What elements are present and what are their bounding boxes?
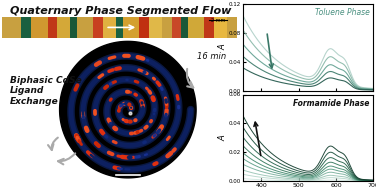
- Bar: [21, 17, 31, 38]
- Bar: [204, 17, 214, 38]
- Bar: [214, 17, 227, 38]
- Bar: [2, 17, 21, 38]
- Bar: [162, 17, 171, 38]
- Bar: [171, 17, 181, 38]
- Bar: [181, 17, 188, 38]
- FancyArrowPatch shape: [187, 69, 193, 88]
- Bar: [227, 17, 237, 38]
- Bar: [77, 17, 93, 38]
- FancyArrowPatch shape: [48, 138, 58, 150]
- Bar: [188, 17, 204, 38]
- Text: 1 cm: 1 cm: [120, 179, 136, 184]
- Bar: [116, 17, 123, 38]
- Bar: [58, 17, 70, 38]
- Text: Biphasic CdSe
Ligand
Exchange: Biphasic CdSe Ligand Exchange: [10, 76, 81, 106]
- Text: Quaternary Phase Segmented Flow: Quaternary Phase Segmented Flow: [10, 6, 231, 16]
- FancyArrowPatch shape: [58, 153, 75, 164]
- Text: Toluene Phase: Toluene Phase: [315, 8, 370, 17]
- Bar: [93, 17, 103, 38]
- Y-axis label: A: A: [218, 44, 227, 50]
- Y-axis label: A: A: [218, 135, 227, 141]
- Bar: [149, 17, 162, 38]
- Bar: [31, 17, 48, 38]
- Bar: [139, 17, 149, 38]
- Bar: [70, 17, 77, 38]
- Polygon shape: [59, 41, 196, 178]
- Text: Formamide Phase: Formamide Phase: [293, 99, 370, 108]
- Bar: [123, 17, 139, 38]
- Text: 2 mm: 2 mm: [211, 18, 225, 23]
- Bar: [48, 17, 58, 38]
- Bar: [103, 17, 116, 38]
- Text: 16 min: 16 min: [197, 52, 226, 61]
